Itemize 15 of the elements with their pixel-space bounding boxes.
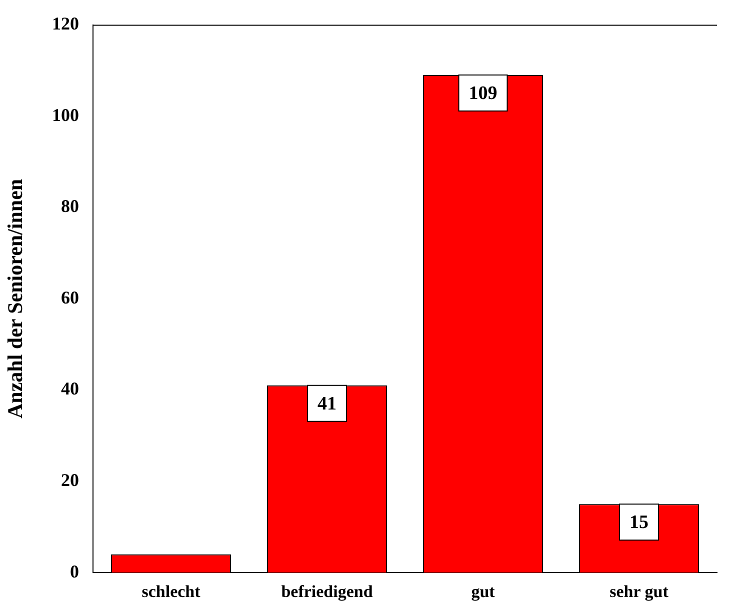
y-tick-label: 60 <box>61 287 79 308</box>
y-tick-label: 100 <box>52 104 79 125</box>
x-tick-label: gut <box>471 582 496 602</box>
data-label: 41 <box>318 393 336 414</box>
y-tick-label: 80 <box>61 196 79 216</box>
x-tick-label: sehr gut <box>610 582 669 602</box>
y-tick-label: 0 <box>70 561 79 582</box>
x-tick-label: befriedigend <box>281 582 374 602</box>
y-tick-label: 20 <box>61 470 79 490</box>
data-label: 109 <box>468 82 498 104</box>
y-tick-label: 40 <box>61 378 79 399</box>
y-tick-label: 120 <box>52 13 79 34</box>
y-axis-title: Anzahl der Senioren/innen <box>3 178 28 419</box>
x-tick-label: schlecht <box>142 582 201 602</box>
data-label: 15 <box>630 512 648 534</box>
